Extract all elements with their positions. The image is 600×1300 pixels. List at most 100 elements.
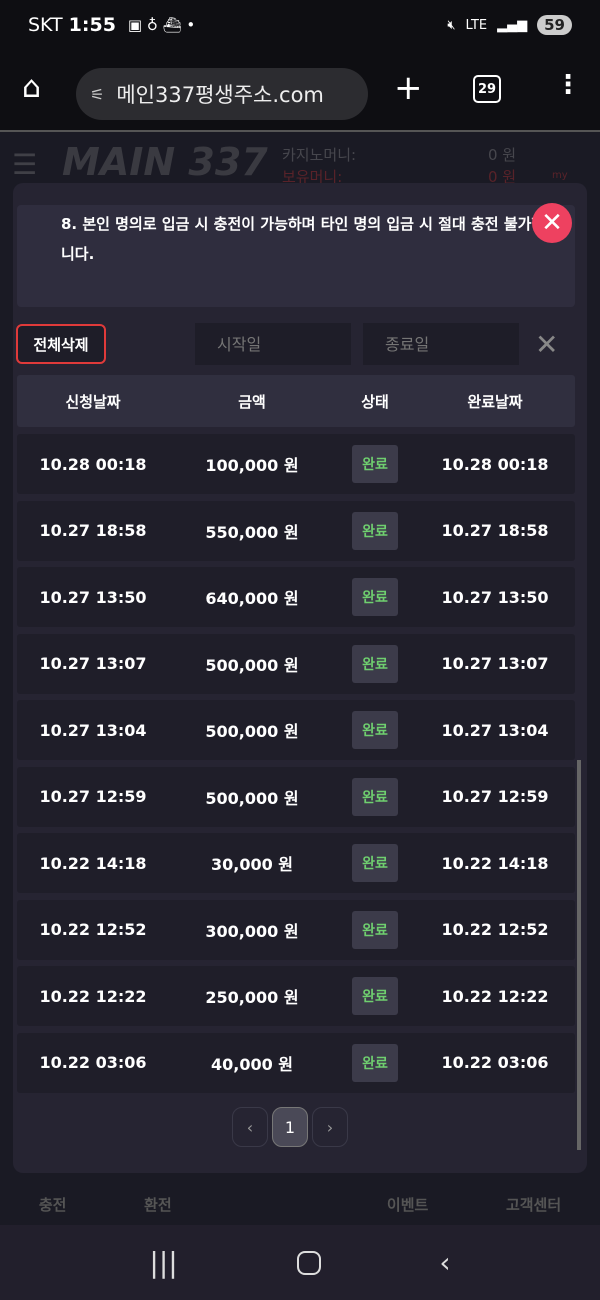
request-date: 10.27 13:07 — [39, 654, 147, 673]
table-row: 10.22 03:06 40,000 원 완료 10.22 03:06 — [17, 1032, 575, 1093]
status-badge: 완료 — [352, 1043, 398, 1082]
next-page-button[interactable]: › — [312, 1107, 348, 1147]
table-row: 10.22 14:18 30,000 원 완료 10.22 14:18 — [17, 833, 575, 893]
status-badge: 완료 — [352, 445, 398, 483]
table-row: 10.27 13:50 640,000 원 완료 10.27 13:50 — [17, 567, 575, 627]
table-row: 10.28 00:18 100,000 원 완료 10.28 00:18 — [17, 434, 575, 494]
back-icon[interactable]: ‹ — [439, 1246, 451, 1279]
hamburger-icon: ☰ — [12, 148, 38, 181]
deposit-history-modal: 8. 본인 명의로 입금 시 충전이 가능하며 타인 명의 입금 시 절대 충전… — [13, 183, 587, 1173]
complete-date: 10.27 13:04 — [441, 720, 549, 740]
home-icon[interactable]: ⌂ — [22, 70, 42, 105]
request-date: 10.27 13:50 — [39, 587, 147, 607]
background-header: ☰ MAIN 337 카지노머니: 0 원 보유머니: 0 원 my — [0, 134, 600, 194]
balance-label: 보유머니: — [282, 168, 343, 186]
nav-exchange[interactable]: 환전 — [144, 1196, 172, 1214]
bottom-nav: 충전 환전 이벤트 고객센터 — [0, 1175, 600, 1225]
table-row: 10.27 12:59 500,000 원 완료 10.27 12:59 — [17, 766, 575, 827]
carrier: SKT — [28, 14, 63, 36]
amount: 500,000 원 — [205, 655, 299, 675]
tabs-button[interactable]: 29 — [473, 75, 501, 103]
new-tab-icon[interactable]: + — [394, 68, 423, 108]
request-date: 10.27 18:58 — [39, 521, 147, 540]
pagination: ‹ 1 › — [232, 1107, 348, 1147]
page-button[interactable]: 1 — [272, 1107, 308, 1147]
table-row: 10.27 13:04 500,000 원 완료 10.27 13:04 — [17, 700, 575, 760]
table-row: 10.27 18:58 550,000 원 완료 10.27 18:58 — [17, 500, 575, 561]
amount: 100,000 원 — [205, 456, 299, 475]
amount: 30,000 원 — [210, 855, 294, 874]
battery-indicator: 59 — [537, 15, 572, 35]
amount: 300,000 원 — [205, 921, 299, 941]
status-badge: 완료 — [352, 511, 398, 550]
browser-toolbar: ⌂ ⚟ 메인337평생주소.com + 29 ⋮ — [0, 50, 600, 132]
request-date: 10.22 12:22 — [39, 986, 147, 1006]
complete-date: 10.27 13:50 — [441, 587, 549, 607]
notification-icons: ▣ ♁ ⛴ • — [127, 16, 196, 34]
clear-dates-icon[interactable]: ✕ — [535, 328, 559, 361]
end-date-input[interactable] — [363, 323, 519, 365]
request-date: 10.27 12:59 — [39, 787, 147, 806]
system-nav: ||| ‹ — [0, 1225, 600, 1300]
complete-date: 10.22 12:52 — [441, 920, 549, 939]
nav-event[interactable]: 이벤트 — [386, 1196, 429, 1214]
status-badge: 완료 — [352, 578, 398, 616]
menu-icon[interactable]: ⋮ — [555, 70, 581, 100]
amount: 500,000 원 — [205, 722, 299, 741]
network-label: LTE — [465, 17, 488, 33]
logo: MAIN 337 — [62, 140, 268, 184]
status-badge: 완료 — [352, 977, 398, 1015]
amount: 640,000 원 — [205, 589, 299, 608]
start-date-input[interactable] — [195, 323, 351, 365]
complete-date: 10.28 00:18 — [441, 454, 549, 474]
complete-date: 10.22 03:06 — [441, 1053, 549, 1072]
nav-support[interactable]: 고객센터 — [505, 1196, 562, 1214]
balance-value: 0 원 — [488, 168, 517, 186]
complete-date: 10.27 18:58 — [441, 521, 549, 540]
complete-date: 10.22 12:22 — [441, 986, 549, 1006]
status-badge: 완료 — [352, 844, 398, 882]
clock: 1:55 — [68, 14, 116, 36]
mute-icon: 🔇︎ — [447, 17, 456, 33]
amount: 40,000 원 — [210, 1054, 294, 1074]
status-badge: 완료 — [352, 777, 398, 816]
delete-all-button[interactable]: 전체삭제 — [16, 324, 106, 364]
scrollbar[interactable] — [577, 760, 581, 1150]
request-date: 10.22 14:18 — [39, 853, 147, 873]
nav-charge[interactable]: 충전 — [38, 1196, 67, 1214]
request-date: 10.28 00:18 — [39, 454, 147, 474]
header-status: 상태 — [361, 392, 389, 411]
table-row: 10.22 12:52 300,000 원 완료 10.22 12:52 — [17, 899, 575, 960]
address-bar[interactable]: ⚟ 메인337평생주소.com — [76, 68, 368, 120]
table-row: 10.27 13:07 500,000 원 완료 10.27 13:07 — [17, 633, 575, 694]
header-request-date: 신청날짜 — [65, 392, 121, 411]
amount: 550,000 원 — [205, 522, 299, 542]
status-bar: SKT 1:55 ▣ ♁ ⛴ • 🔇︎ LTE ▂▄▆ 59 — [0, 0, 600, 50]
complete-date: 10.27 12:59 — [441, 787, 549, 806]
status-badge: 완료 — [352, 711, 398, 749]
amount: 500,000 원 — [205, 788, 299, 808]
site-settings-icon[interactable]: ⚟ — [90, 84, 105, 104]
casino-money-label: 카지노머니: — [282, 146, 357, 164]
request-date: 10.22 03:06 — [39, 1053, 147, 1072]
table-row: 10.22 12:22 250,000 원 완료 10.22 12:22 — [17, 966, 575, 1026]
status-badge: 완료 — [352, 644, 398, 683]
status-badge: 완료 — [352, 910, 398, 949]
table-header: 신청날짜 금액 상태 완료날짜 — [17, 375, 575, 427]
amount: 250,000 원 — [205, 988, 299, 1007]
signal-icon: ▂▄▆ — [497, 17, 528, 33]
request-date: 10.22 12:52 — [39, 920, 147, 939]
complete-date: 10.27 13:07 — [441, 654, 549, 673]
request-date: 10.27 13:04 — [39, 720, 147, 740]
home-button-icon[interactable] — [296, 1250, 321, 1275]
complete-date: 10.22 14:18 — [441, 853, 549, 873]
notice-text: 8. 본인 명의로 입금 시 충전이 가능하며 타인 명의 입금 시 절대 충전… — [17, 205, 575, 307]
header-amount: 금액 — [238, 392, 266, 411]
header-complete-date: 완료날짜 — [467, 392, 523, 411]
recent-apps-icon[interactable]: ||| — [149, 1246, 178, 1279]
prev-page-button[interactable]: ‹ — [232, 1107, 268, 1147]
close-modal-button[interactable]: ✕ — [532, 203, 572, 243]
my-label: my — [552, 170, 568, 181]
casino-money-value: 0 원 — [488, 146, 517, 164]
url-text: 메인337평생주소.com — [116, 83, 324, 107]
